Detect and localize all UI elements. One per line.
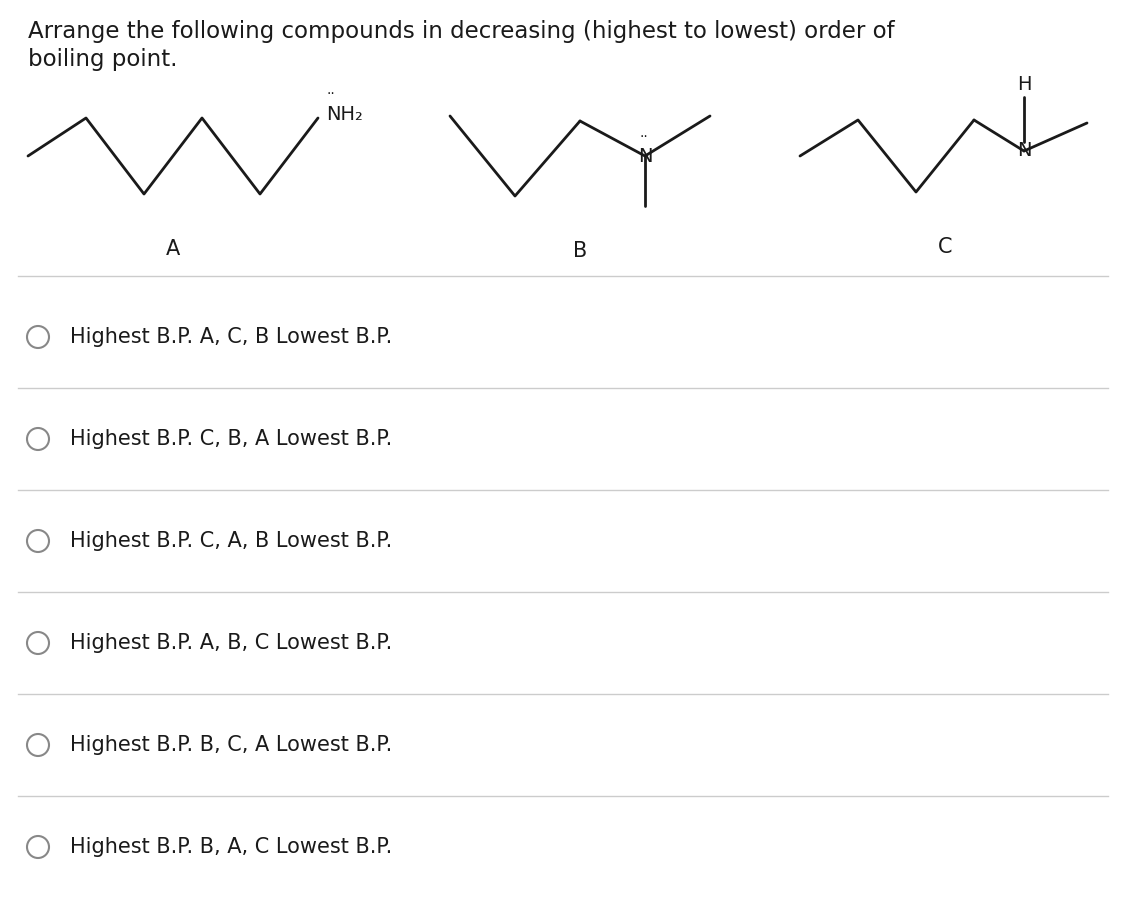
Text: Highest B.P. C, A, B Lowest B.P.: Highest B.P. C, A, B Lowest B.P.: [70, 531, 392, 551]
Text: C: C: [938, 237, 953, 257]
Text: boiling point.: boiling point.: [28, 48, 178, 71]
Text: ··: ··: [327, 87, 336, 101]
Text: ··: ··: [640, 130, 649, 144]
Text: A: A: [166, 239, 180, 259]
Text: Highest B.P. B, C, A Lowest B.P.: Highest B.P. B, C, A Lowest B.P.: [70, 735, 392, 755]
Text: N: N: [1017, 141, 1031, 160]
Text: H: H: [1017, 75, 1031, 94]
Text: N: N: [637, 147, 652, 166]
Text: Arrange the following compounds in decreasing (highest to lowest) order of: Arrange the following compounds in decre…: [28, 20, 895, 43]
Text: NH₂: NH₂: [327, 104, 363, 124]
Text: Highest B.P. B, A, C Lowest B.P.: Highest B.P. B, A, C Lowest B.P.: [70, 837, 392, 857]
Text: Highest B.P. C, B, A Lowest B.P.: Highest B.P. C, B, A Lowest B.P.: [70, 429, 392, 449]
Text: Highest B.P. A, C, B Lowest B.P.: Highest B.P. A, C, B Lowest B.P.: [70, 327, 392, 347]
Text: Highest B.P. A, B, C Lowest B.P.: Highest B.P. A, B, C Lowest B.P.: [70, 633, 392, 653]
Text: B: B: [573, 241, 587, 261]
